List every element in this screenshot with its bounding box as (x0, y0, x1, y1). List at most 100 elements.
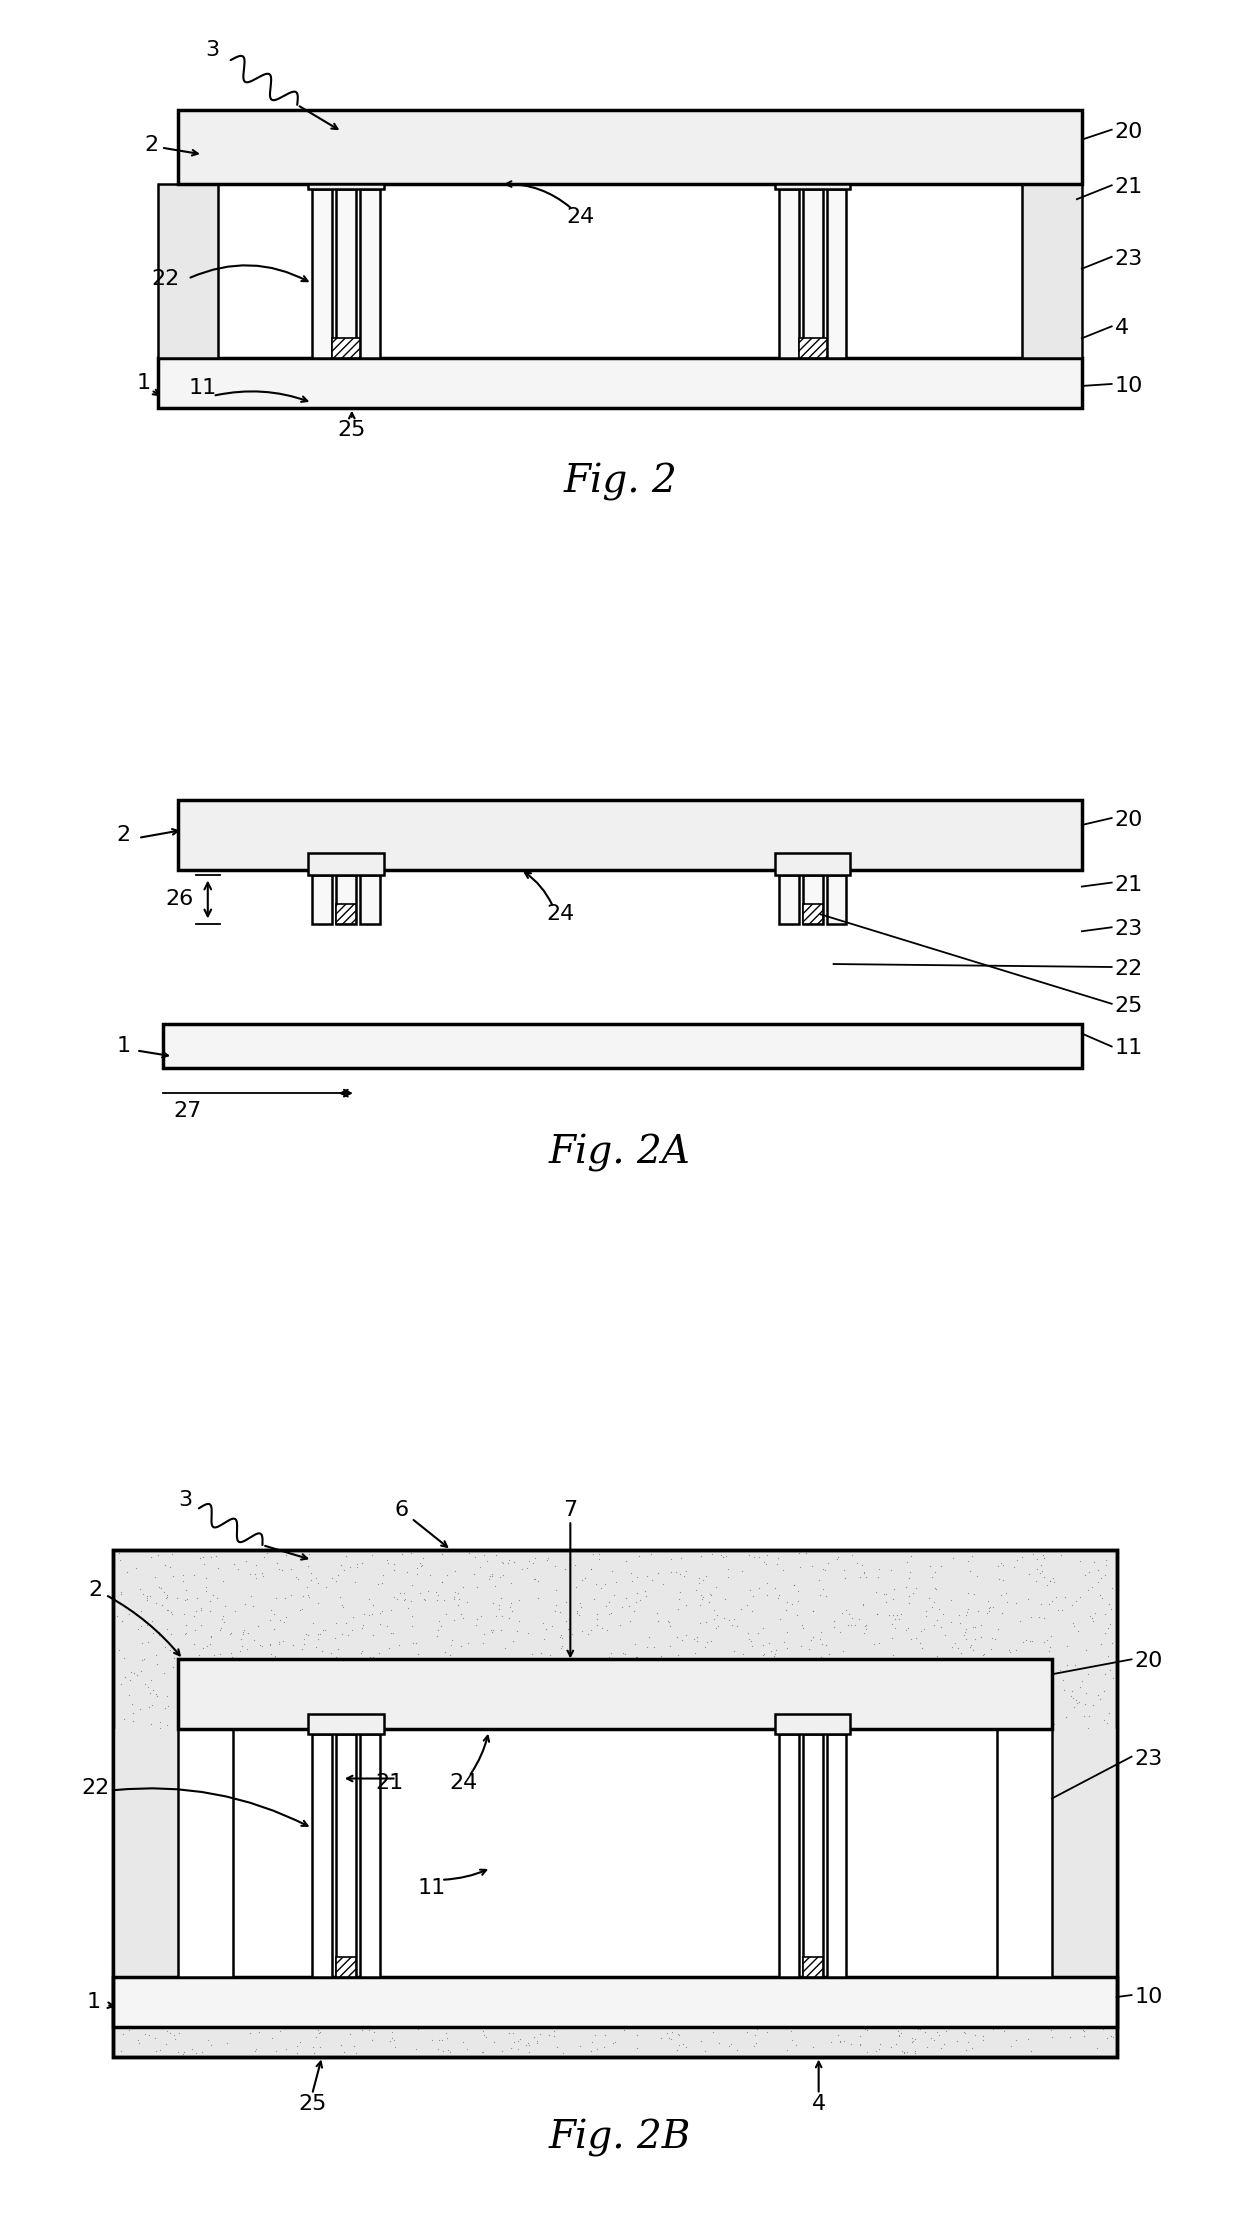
Point (466, 1737, 486, 1773)
Point (936, 1876, 956, 1911)
Point (884, 1923, 904, 1958)
Point (114, 1925, 134, 1961)
Point (916, 1936, 936, 1972)
Point (911, 1630, 931, 1666)
Point (401, 1657, 420, 1693)
Point (926, 1704, 946, 1740)
Point (427, 1619, 446, 1655)
Point (961, 1987, 981, 2023)
Bar (159, 185, 218, 357)
Point (678, 1737, 698, 1773)
Point (816, 2001, 836, 2036)
Point (852, 1733, 872, 1769)
Point (217, 1974, 237, 2010)
Point (572, 1590, 591, 1626)
Point (285, 1983, 305, 2019)
Point (278, 1699, 298, 1735)
Point (1007, 1809, 1027, 1844)
Point (611, 1940, 631, 1976)
Point (308, 2007, 327, 2043)
Point (764, 1652, 784, 1688)
Point (167, 1947, 187, 1983)
Point (837, 1782, 857, 1818)
Point (1060, 1938, 1080, 1974)
Point (928, 1914, 947, 1949)
Point (264, 1822, 284, 1858)
Point (799, 1867, 818, 1903)
Point (911, 1847, 931, 1882)
Point (129, 1766, 149, 1802)
Point (1027, 1679, 1047, 1715)
Point (906, 1903, 926, 1938)
Point (244, 1735, 264, 1771)
Point (667, 1619, 687, 1655)
Point (1074, 1947, 1094, 1983)
Point (377, 2010, 397, 2045)
Point (195, 1914, 215, 1949)
Point (780, 1798, 800, 1833)
Point (221, 1802, 241, 1838)
Point (474, 2034, 494, 2070)
Point (370, 1635, 389, 1670)
Point (405, 1648, 425, 1684)
Point (1018, 1581, 1038, 1617)
Point (454, 1570, 474, 1606)
Point (401, 1583, 420, 1619)
Point (312, 1958, 332, 1994)
Point (136, 2001, 156, 2036)
Point (381, 1592, 401, 1628)
Point (409, 1903, 429, 1938)
Point (172, 1907, 192, 1943)
Point (901, 1621, 921, 1657)
Point (255, 1735, 275, 1771)
Point (346, 1963, 366, 1999)
Point (386, 1958, 405, 1994)
Point (325, 1690, 345, 1726)
Point (906, 1619, 926, 1655)
Point (1043, 1583, 1063, 1619)
Point (234, 1954, 254, 1990)
Point (494, 1728, 513, 1764)
Point (955, 1688, 975, 1724)
Point (816, 1626, 836, 1661)
Text: 21: 21 (376, 1773, 404, 1793)
Point (949, 1813, 968, 1849)
Point (815, 1735, 835, 1771)
Point (280, 1858, 300, 1894)
Point (735, 1690, 755, 1726)
Point (657, 1842, 677, 1878)
Point (218, 1882, 238, 1918)
Point (944, 1728, 963, 1764)
Point (428, 1856, 448, 1891)
Point (577, 1775, 596, 1811)
Point (247, 2003, 267, 2039)
Point (875, 1693, 895, 1728)
Point (693, 1639, 713, 1675)
Point (583, 1938, 603, 1974)
Point (707, 1833, 727, 1869)
Point (296, 1963, 316, 1999)
Point (1091, 1561, 1111, 1597)
Point (506, 1932, 526, 1967)
Point (671, 1679, 691, 1715)
Point (919, 1731, 939, 1766)
Point (651, 1639, 671, 1675)
Point (615, 1664, 635, 1699)
Point (330, 1744, 350, 1780)
Point (306, 1847, 326, 1882)
Point (723, 1965, 743, 2001)
Point (1060, 2019, 1080, 2054)
Point (701, 1847, 720, 1882)
Point (528, 1581, 548, 1617)
Point (1063, 1748, 1083, 1784)
Point (945, 1626, 965, 1661)
Point (596, 1690, 616, 1726)
Point (932, 1815, 952, 1851)
Point (606, 1947, 626, 1983)
Point (574, 1786, 594, 1822)
Point (764, 1811, 784, 1847)
Point (869, 2025, 889, 2061)
Point (123, 1992, 143, 2028)
Bar (802, 1958, 822, 1976)
Point (673, 1731, 693, 1766)
